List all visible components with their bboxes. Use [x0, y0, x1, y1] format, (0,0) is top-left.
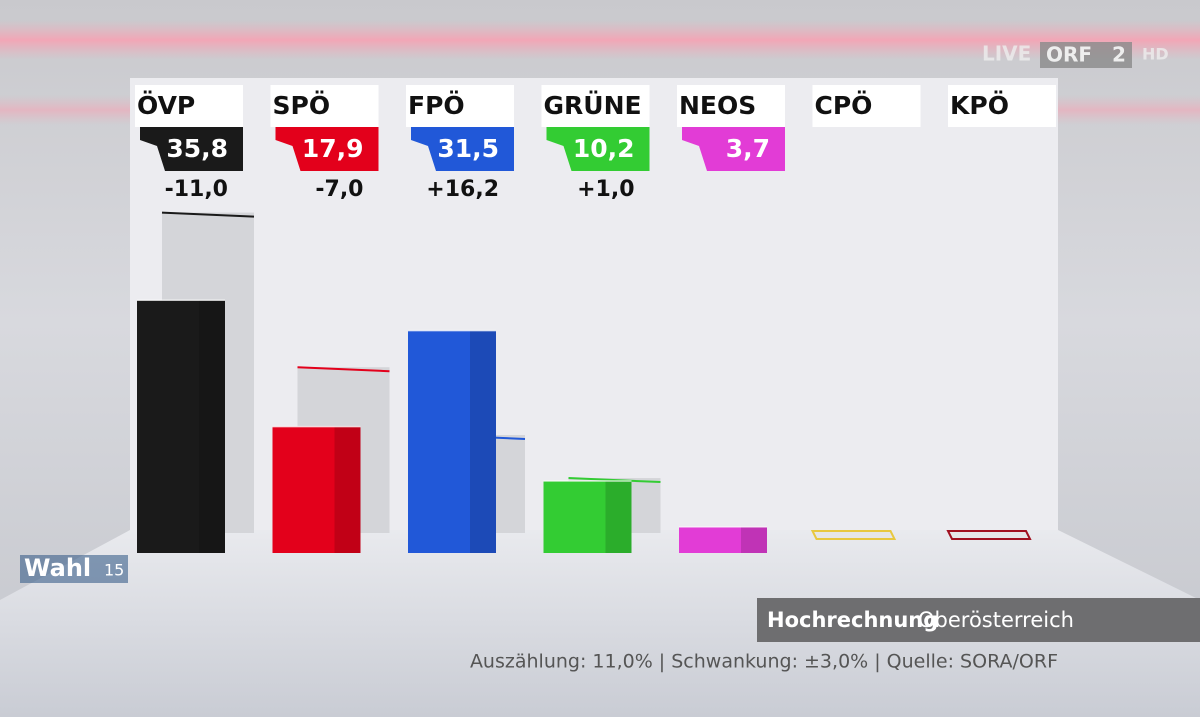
- category-label: SPÖ: [273, 90, 331, 120]
- category-label: CPÖ: [815, 90, 873, 120]
- bar-side: [605, 480, 632, 553]
- change-label: +1,0: [577, 177, 634, 202]
- name-box: [135, 85, 243, 127]
- bar: [679, 526, 767, 553]
- name-box: [541, 85, 650, 127]
- floor: [0, 530, 1200, 717]
- value-label: 31,5: [437, 134, 499, 163]
- caption-region: Oberösterreich: [918, 608, 1074, 632]
- bar: [137, 300, 225, 553]
- badge-year: 15: [104, 561, 124, 580]
- value-box: [682, 127, 785, 171]
- previous-bar-top: [568, 477, 661, 484]
- logo-hd: HD: [1142, 45, 1169, 64]
- bar-side: [334, 426, 361, 553]
- category-label: NEOS: [679, 91, 756, 120]
- stripe: [0, 20, 1200, 60]
- badge-text: Wahl: [24, 554, 91, 582]
- empty-slab: [946, 530, 1032, 540]
- category-label: ÖVP: [137, 90, 195, 120]
- bar-side: [741, 526, 767, 553]
- category-label: GRÜNE: [544, 90, 642, 120]
- bar-side: [199, 300, 225, 553]
- value-box: [140, 127, 243, 171]
- value-box: [275, 127, 379, 171]
- change-label: -11,0: [165, 177, 228, 202]
- value-box: [546, 127, 650, 171]
- bar-side: [470, 330, 496, 553]
- bar: [543, 480, 632, 553]
- value-box: [411, 127, 514, 171]
- name-box: [948, 85, 1056, 127]
- category-label: KPÖ: [950, 90, 1009, 120]
- name-box: [270, 85, 379, 127]
- bar: [408, 330, 496, 553]
- caption-box: [757, 598, 1200, 642]
- value-label: 17,9: [302, 134, 364, 163]
- name-box: [406, 85, 514, 127]
- category-label: FPÖ: [408, 90, 465, 120]
- logo-live: LIVE: [982, 42, 1031, 66]
- change-label: +16,2: [426, 177, 499, 202]
- badge-box: [20, 555, 128, 583]
- value-label: 10,2: [573, 134, 635, 163]
- name-box: [677, 85, 785, 127]
- caption-title: Hochrechnung: [767, 608, 938, 632]
- change-label: -7,0: [315, 177, 363, 202]
- logo-box: [1040, 42, 1132, 68]
- caption-note: Auszählung: 11,0% | Schwankung: ±3,0% | …: [470, 651, 1058, 673]
- name-box: [812, 85, 921, 127]
- logo-channel: ORF: [1046, 43, 1092, 67]
- previous-bar-top: [161, 211, 255, 218]
- empty-slab: [810, 530, 897, 540]
- value-label: 3,7: [726, 134, 770, 163]
- bar: [272, 426, 361, 553]
- value-label: 35,8: [166, 134, 228, 163]
- previous-bar-top: [297, 366, 390, 373]
- logo-number: 2: [1112, 43, 1126, 67]
